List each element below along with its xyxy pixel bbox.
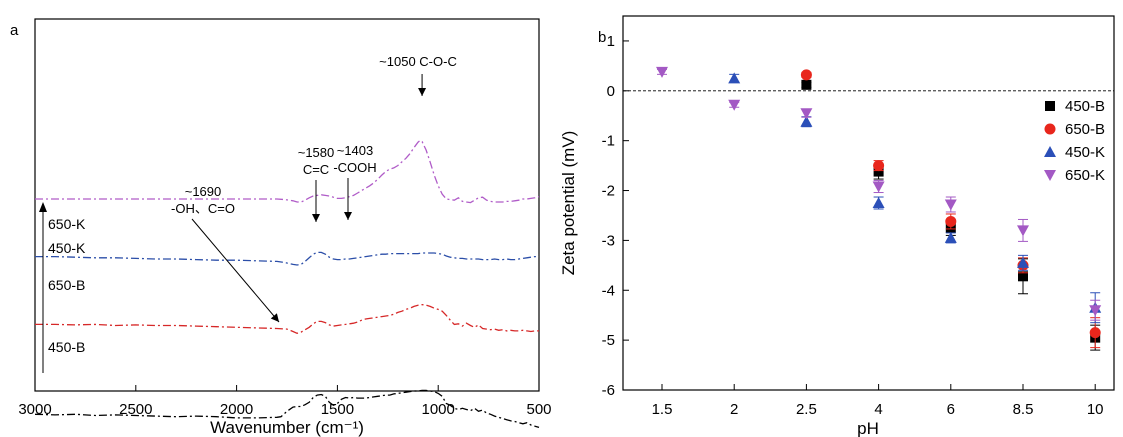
point-650-K-pH-6 — [944, 199, 957, 211]
point-450-K-pH-2.5 — [800, 115, 813, 127]
panel-a-ftir-spectra: a 3000 2500 2000 1500 1000 500 Wavenumber (cm… — [10, 18, 552, 437]
legend-marker-650-K — [1044, 170, 1056, 181]
legend-marker-450-K — [1044, 146, 1056, 157]
point-450-B-pH-2.5 — [801, 79, 812, 90]
legend-label-450-B: 450-B — [1065, 98, 1105, 115]
panel-b-axes: 10-1-2-3-4-5-61.5 2 2.5 4 6 8.5 10 — [602, 33, 1114, 418]
panel-b-y-tick-label: 1 — [607, 33, 615, 50]
point-450-B-pH-8.5 — [1018, 271, 1028, 282]
annotation-1690-arrow-head — [270, 313, 279, 322]
panel-b-y-tick-label: -2 — [602, 183, 615, 200]
panel-a-x-axis: 3000 2500 2000 1500 1000 500 — [18, 385, 552, 418]
legend-marker-450-B — [1045, 101, 1055, 111]
point-650-B-pH-2.5 — [800, 69, 812, 81]
panel-b-y-tick-label: -6 — [602, 382, 615, 399]
panel-b-x-tick-label: 2.5 — [796, 401, 817, 418]
panel-b-x-tick-label: 1.5 — [652, 401, 673, 418]
point-650-K-pH-10 — [1089, 305, 1102, 317]
panel-a-curve-450-B — [34, 389, 540, 429]
annotation-1050: ~1050 C-O-C — [379, 54, 457, 69]
point-650-B-pH-6 — [945, 215, 957, 227]
panel-a-x-tick-label: 2500 — [119, 401, 152, 418]
panel-b-letter: b — [598, 29, 606, 46]
point-650-K-pH-8.5 — [1017, 225, 1029, 237]
point-650-B-pH-4 — [873, 160, 885, 172]
annotation-1403-line2: -COOH — [333, 160, 376, 175]
annotation-1690-line1: ~1690 — [185, 184, 222, 199]
panel-b-y-tick-label: -4 — [602, 282, 615, 299]
panel-a-curve-label-450-B: 450-B — [48, 339, 85, 355]
panel-b-frame — [622, 15, 1115, 391]
point-650-B-pH-10 — [1089, 327, 1101, 339]
panel-b-legend: 450-B 650-B 450-K 650-K — [1044, 98, 1105, 184]
panel-a-curve-650-B — [35, 303, 539, 334]
point-450-B-pH-4 — [873, 166, 884, 177]
annotation-1690-line2: -OH、C=O — [171, 201, 235, 216]
legend-label-650-K: 650-K — [1065, 167, 1105, 184]
point-450-K-pH-2 — [728, 72, 741, 84]
panel-a-x-axis-title: Wavenumber (cm⁻¹) — [210, 418, 364, 437]
panel-b-y-tick-label: -1 — [602, 133, 615, 150]
point-650-K-pH-2.5 — [800, 108, 813, 120]
point-450-K-pH-8.5 — [1017, 256, 1029, 268]
panel-a-stack-arrowhead — [39, 202, 47, 212]
panel-b-x-tick-label: 2 — [730, 401, 738, 418]
panel-a-x-tick-label: 1500 — [321, 401, 354, 418]
panel-b-x-tick-label: 8.5 — [1013, 401, 1034, 418]
panel-b-x-tick-label: 4 — [874, 401, 882, 418]
panel-a-frame — [34, 18, 540, 392]
panel-a-curve-450-K — [35, 251, 539, 266]
annotation-1580-arrow-head — [312, 214, 320, 222]
panel-a-letter: a — [10, 22, 19, 39]
annotation-1050-arrow-head — [418, 88, 427, 96]
legend-label-450-K: 450-K — [1065, 144, 1105, 161]
annotation-1403-arrow-head — [344, 212, 352, 220]
panel-b-y-tick-label: -5 — [602, 332, 615, 349]
panel-b-y-axis-title: Zeta potential (mV) — [559, 131, 578, 276]
panel-a-curve-label-450-K: 450-K — [48, 240, 86, 256]
point-650-K-pH-4 — [872, 181, 885, 193]
panel-b-zeta-potential: b 10-1-2-3-4-5-61.5 2 2.5 4 6 8.5 10 pH Zeta p… — [559, 15, 1115, 437]
panel-a-curve-label-650-B: 650-B — [48, 277, 85, 293]
panel-b-y-tick-label: -3 — [602, 232, 615, 249]
point-650-K-pH-1.5 — [656, 66, 668, 78]
annotation-1403-line1: ~1403 — [337, 143, 374, 158]
annotation-1690-arrow — [191, 218, 280, 323]
panel-a-curve-650-K — [35, 139, 540, 204]
panel-b-x-tick-label: 10 — [1087, 401, 1104, 418]
panel-b-y-tick-label: 0 — [607, 83, 615, 100]
panel-a-curves — [34, 139, 540, 429]
panel-b-points — [656, 66, 1102, 351]
point-650-K-pH-2 — [728, 99, 741, 111]
panel-a-x-tick-label: 2000 — [220, 401, 253, 418]
panel-a-peak-annotations: ~1050 C-O-C ~1580 C=C ~1403 -COOH ~1690 -OH、C=… — [171, 54, 457, 323]
panel-a-x-tick-label: 1000 — [422, 401, 455, 418]
point-450-K-pH-4 — [872, 197, 885, 208]
annotation-1580-line1: ~1580 — [298, 145, 335, 160]
panel-b-x-tick-label: 6 — [947, 401, 955, 418]
annotation-1580-line2: C=C — [303, 162, 329, 177]
panel-b-x-axis-title: pH — [857, 419, 879, 437]
panel-a-x-tick-label: 500 — [526, 401, 551, 418]
point-450-K-pH-6 — [944, 231, 957, 243]
panel-a-curve-labels: 450-B 650-B 450-K 650-K — [39, 202, 86, 373]
panel-a-x-tick-label: 3000 — [18, 401, 51, 418]
legend-label-650-B: 650-B — [1065, 121, 1105, 138]
legend-marker-650-B — [1044, 123, 1056, 135]
panel-a-curve-label-650-K: 650-K — [48, 216, 86, 232]
